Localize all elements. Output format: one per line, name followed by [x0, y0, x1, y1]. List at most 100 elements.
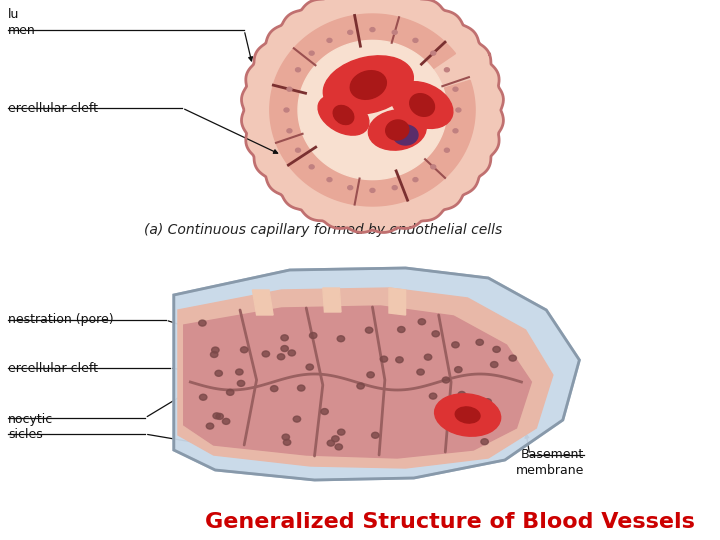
Ellipse shape — [323, 56, 413, 114]
Ellipse shape — [410, 93, 434, 116]
Text: nestration (pore): nestration (pore) — [8, 314, 114, 327]
Ellipse shape — [199, 320, 206, 326]
Ellipse shape — [435, 394, 500, 436]
Ellipse shape — [199, 394, 207, 400]
Ellipse shape — [222, 418, 230, 424]
Ellipse shape — [281, 335, 288, 341]
Ellipse shape — [509, 355, 516, 361]
Ellipse shape — [396, 357, 403, 363]
Ellipse shape — [333, 105, 354, 125]
Ellipse shape — [476, 339, 483, 345]
Ellipse shape — [288, 350, 295, 356]
Ellipse shape — [348, 30, 353, 35]
Ellipse shape — [392, 82, 453, 129]
Text: ercellular cleft: ercellular cleft — [8, 102, 98, 114]
Ellipse shape — [271, 386, 278, 392]
Ellipse shape — [235, 369, 243, 375]
Text: nocytic: nocytic — [8, 414, 53, 427]
Ellipse shape — [287, 87, 292, 91]
Ellipse shape — [380, 356, 387, 362]
Ellipse shape — [262, 351, 269, 357]
Text: sicles: sicles — [8, 428, 43, 441]
Ellipse shape — [392, 186, 397, 190]
Ellipse shape — [212, 347, 219, 353]
Polygon shape — [270, 14, 475, 206]
Ellipse shape — [365, 327, 373, 333]
Ellipse shape — [277, 354, 285, 360]
Ellipse shape — [240, 347, 248, 353]
Polygon shape — [184, 306, 531, 458]
Ellipse shape — [481, 438, 488, 445]
Ellipse shape — [309, 165, 314, 169]
Ellipse shape — [310, 333, 317, 339]
Ellipse shape — [458, 392, 466, 397]
Polygon shape — [253, 290, 273, 315]
Ellipse shape — [327, 178, 332, 181]
Text: membrane: membrane — [516, 463, 585, 476]
Ellipse shape — [418, 319, 426, 325]
Ellipse shape — [338, 429, 345, 435]
Ellipse shape — [335, 444, 343, 450]
Ellipse shape — [372, 432, 379, 438]
Ellipse shape — [213, 413, 220, 419]
Ellipse shape — [453, 129, 458, 133]
Ellipse shape — [454, 367, 462, 373]
Ellipse shape — [295, 148, 300, 152]
Ellipse shape — [318, 95, 369, 135]
Polygon shape — [241, 0, 503, 233]
Ellipse shape — [281, 346, 289, 352]
Ellipse shape — [451, 342, 459, 348]
Ellipse shape — [429, 393, 437, 399]
Ellipse shape — [215, 370, 222, 376]
Ellipse shape — [321, 409, 328, 415]
Ellipse shape — [332, 436, 339, 442]
Ellipse shape — [444, 68, 449, 72]
Polygon shape — [389, 288, 405, 315]
Text: (a) Continuous capillary formed by endothelial cells: (a) Continuous capillary formed by endot… — [144, 223, 502, 237]
Ellipse shape — [337, 336, 345, 342]
Ellipse shape — [210, 352, 218, 357]
Ellipse shape — [238, 380, 245, 387]
Ellipse shape — [393, 125, 418, 145]
Ellipse shape — [484, 399, 492, 404]
Text: Generalized Structure of Blood Vessels: Generalized Structure of Blood Vessels — [205, 512, 695, 532]
Ellipse shape — [327, 440, 335, 446]
Ellipse shape — [369, 110, 426, 150]
Ellipse shape — [227, 389, 234, 395]
Ellipse shape — [490, 362, 498, 368]
Ellipse shape — [357, 383, 364, 389]
Ellipse shape — [417, 369, 424, 375]
Ellipse shape — [216, 414, 223, 420]
Ellipse shape — [367, 372, 374, 378]
Ellipse shape — [431, 51, 436, 55]
Ellipse shape — [431, 165, 436, 169]
Ellipse shape — [455, 407, 480, 423]
Ellipse shape — [370, 28, 375, 32]
Ellipse shape — [424, 354, 432, 360]
Ellipse shape — [284, 108, 289, 112]
Ellipse shape — [287, 129, 292, 133]
Ellipse shape — [350, 71, 387, 99]
Ellipse shape — [464, 404, 472, 410]
Ellipse shape — [206, 423, 214, 429]
Ellipse shape — [413, 178, 418, 181]
Ellipse shape — [306, 364, 313, 370]
Ellipse shape — [456, 108, 461, 112]
Ellipse shape — [284, 440, 291, 445]
Ellipse shape — [397, 327, 405, 333]
Ellipse shape — [282, 434, 289, 440]
Ellipse shape — [493, 346, 500, 353]
Ellipse shape — [413, 38, 418, 42]
Ellipse shape — [442, 377, 450, 383]
Ellipse shape — [392, 30, 397, 35]
Ellipse shape — [295, 68, 300, 72]
Ellipse shape — [444, 148, 449, 152]
Text: ercellular cleft: ercellular cleft — [8, 361, 98, 375]
Ellipse shape — [386, 120, 409, 140]
Polygon shape — [323, 288, 341, 312]
Ellipse shape — [293, 416, 301, 422]
Ellipse shape — [370, 188, 375, 192]
Polygon shape — [298, 40, 447, 180]
Text: lu: lu — [8, 8, 19, 21]
Ellipse shape — [348, 186, 353, 190]
